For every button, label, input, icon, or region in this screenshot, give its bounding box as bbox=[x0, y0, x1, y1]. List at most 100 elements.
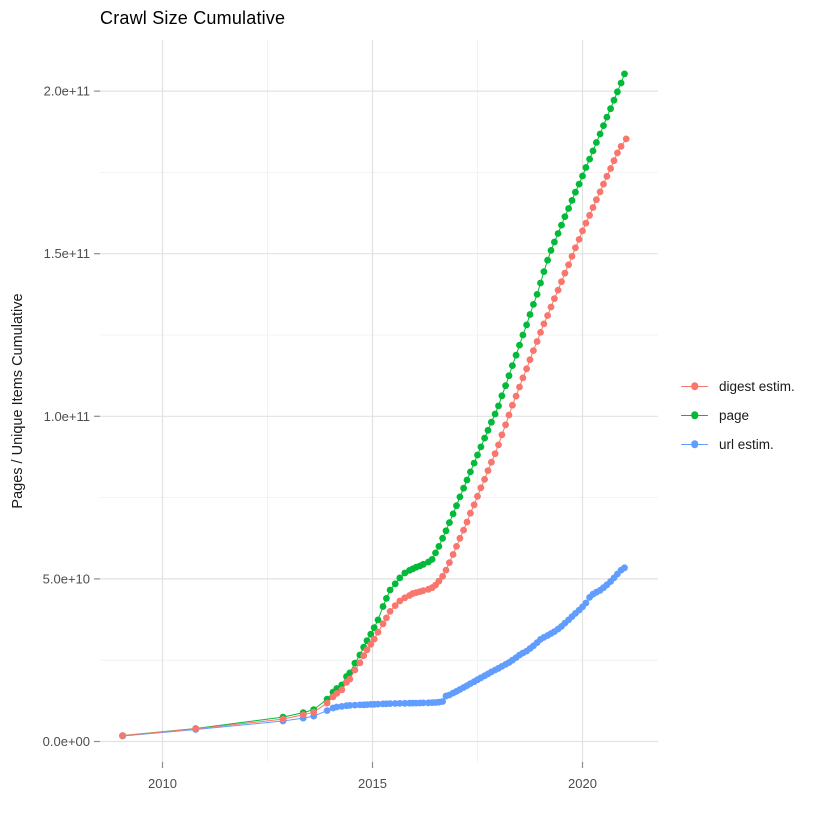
data-point bbox=[540, 268, 548, 275]
data-point bbox=[537, 329, 544, 336]
data-point bbox=[617, 143, 625, 150]
data-point bbox=[575, 236, 583, 243]
data-point bbox=[561, 213, 569, 221]
data-point bbox=[386, 586, 394, 594]
data-point bbox=[516, 341, 523, 349]
data-point bbox=[519, 331, 527, 339]
x-tick-label: 2020 bbox=[568, 776, 597, 791]
data-point bbox=[467, 468, 474, 476]
data-point bbox=[568, 252, 576, 260]
data-point bbox=[484, 426, 492, 434]
data-point bbox=[432, 549, 439, 557]
data-point bbox=[484, 467, 492, 474]
series-url-estim bbox=[119, 564, 628, 740]
data-point bbox=[582, 599, 590, 607]
data-point bbox=[505, 372, 513, 380]
data-point bbox=[449, 510, 457, 518]
data-point bbox=[572, 188, 579, 196]
data-point bbox=[523, 365, 530, 373]
data-point bbox=[463, 518, 471, 526]
data-point bbox=[502, 421, 509, 429]
data-point bbox=[481, 476, 488, 483]
data-point bbox=[519, 374, 527, 382]
series-line bbox=[122, 567, 625, 737]
data-point bbox=[596, 130, 604, 138]
data-point bbox=[374, 700, 382, 708]
data-point bbox=[491, 410, 499, 418]
legend-entry-page: page bbox=[681, 406, 795, 424]
data-point bbox=[310, 708, 318, 716]
data-point bbox=[391, 602, 399, 609]
data-point bbox=[610, 96, 618, 104]
data-point bbox=[442, 566, 450, 574]
data-point bbox=[530, 301, 537, 308]
data-point bbox=[530, 347, 537, 354]
data-point bbox=[419, 699, 427, 707]
legend-label-digest: digest estim. bbox=[719, 378, 795, 394]
data-point bbox=[449, 551, 457, 558]
legend: digest estim. page url estim. bbox=[681, 377, 795, 453]
data-point bbox=[575, 180, 583, 188]
data-point bbox=[565, 261, 572, 269]
data-point bbox=[533, 291, 541, 298]
y-tick-label: 1.0e+11 bbox=[44, 409, 90, 424]
x-tick-label: 2010 bbox=[148, 776, 177, 791]
data-point bbox=[512, 351, 520, 359]
data-point bbox=[474, 451, 481, 459]
data-point bbox=[603, 113, 611, 121]
data-point bbox=[596, 188, 604, 196]
data-point bbox=[614, 149, 621, 157]
data-point bbox=[383, 614, 390, 622]
data-point bbox=[551, 295, 558, 302]
data-point bbox=[370, 635, 378, 643]
data-point bbox=[491, 450, 499, 458]
data-point bbox=[586, 211, 593, 219]
data-point bbox=[568, 197, 576, 204]
data-point bbox=[509, 401, 516, 409]
data-point bbox=[463, 476, 471, 484]
data-point bbox=[351, 666, 359, 674]
data-point bbox=[561, 269, 569, 277]
data-point bbox=[439, 698, 446, 705]
data-point bbox=[617, 79, 625, 87]
data-point bbox=[498, 392, 506, 400]
data-point bbox=[481, 434, 488, 442]
data-point bbox=[456, 493, 464, 501]
data-point bbox=[299, 711, 307, 719]
data-point bbox=[192, 725, 200, 733]
data-point bbox=[386, 700, 394, 707]
data-point bbox=[537, 279, 544, 287]
data-point bbox=[572, 244, 579, 252]
data-point bbox=[386, 608, 394, 615]
data-point bbox=[554, 230, 562, 237]
data-point bbox=[558, 278, 565, 286]
series-line bbox=[122, 138, 627, 737]
data-point bbox=[622, 135, 630, 143]
data-point bbox=[470, 501, 478, 509]
data-point bbox=[614, 88, 621, 96]
data-point bbox=[505, 411, 513, 419]
data-point bbox=[333, 690, 341, 697]
data-point bbox=[565, 205, 572, 212]
data-point bbox=[589, 204, 597, 211]
y-tick-label: 1.5e+11 bbox=[44, 246, 90, 261]
legend-label-url: url estim. bbox=[719, 436, 774, 452]
data-point bbox=[600, 122, 607, 129]
chart-title: Crawl Size Cumulative bbox=[100, 8, 286, 28]
data-point bbox=[119, 732, 126, 739]
data-point bbox=[600, 180, 607, 188]
data-point bbox=[460, 484, 467, 492]
data-point bbox=[523, 321, 530, 329]
data-point bbox=[477, 443, 485, 451]
data-point bbox=[351, 701, 359, 709]
data-point bbox=[554, 286, 562, 294]
data-point bbox=[589, 147, 597, 155]
data-point bbox=[428, 556, 436, 563]
data-point bbox=[544, 312, 551, 319]
data-point bbox=[453, 543, 460, 550]
data-point bbox=[456, 534, 464, 542]
data-point bbox=[621, 70, 628, 78]
data-point bbox=[582, 219, 590, 227]
x-tick-label: 2015 bbox=[358, 776, 387, 791]
